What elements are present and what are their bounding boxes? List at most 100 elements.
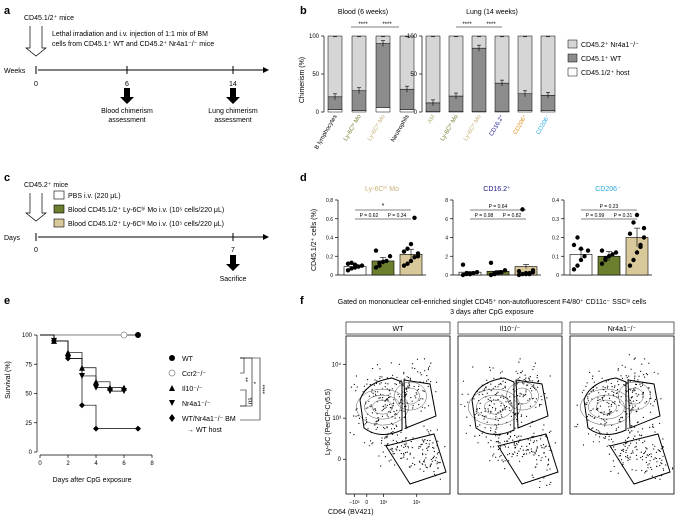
flow-event [495,435,497,437]
flow-event [406,458,408,460]
flow-event [504,408,506,410]
flow-event [630,368,632,370]
flow-event [646,374,649,376]
data-point [575,235,580,240]
x-tick-label: 10³ [380,500,388,506]
flow-event [644,358,646,360]
y-tick-label: 25 [25,421,32,427]
flow-event [426,380,428,382]
flow-event [660,462,662,464]
flow-event [549,375,551,377]
flow-event [648,453,651,456]
flow-event [636,421,639,424]
flow-event [494,409,497,411]
flow-event [592,390,594,392]
flow-event [646,401,648,403]
flow-event [527,439,529,441]
y-tick-label: 0.4 [552,198,559,204]
data-point [638,244,643,250]
legend-wt: WT [182,356,194,363]
flow-event [478,414,480,416]
flow-event [654,445,656,447]
flow-event [548,458,550,460]
flow-event [435,381,438,383]
flow-event [384,456,386,458]
flow-plot-frame [345,335,451,495]
flow-event [489,397,491,399]
flow-event [614,385,616,387]
flow-event [501,371,503,373]
survival-point [93,425,99,432]
y-tick-label: 10⁴ [332,361,342,368]
data-point [575,263,580,268]
flow-event [393,399,395,401]
panel-f: f Gated on mononuclear cell-enriched sin… [300,295,675,516]
flow-event [531,385,533,387]
flow-event [653,400,656,402]
flow-event [418,445,420,448]
flow-event [355,375,357,377]
flow-event [391,449,393,451]
flow-event [651,468,653,470]
data-point [464,270,469,276]
flow-event [434,473,436,475]
panel-a-t14: 14 [229,81,237,88]
flow-event [619,455,622,457]
flow-event [524,374,526,376]
flow-event [636,458,638,460]
x-tick-label: −10³ [349,500,359,506]
flow-event [497,391,499,393]
flow-event [381,440,383,442]
y-tick-label: 0.8 [326,198,333,204]
flow-event [610,405,612,407]
flow-event [550,481,552,483]
flow-event [635,445,637,448]
flow-event [400,457,402,459]
panel-f-ylabel: Ly-6C (PerCP-Cy5.5) [325,389,332,455]
flow-event [601,411,603,413]
flow-event [660,398,662,400]
flow-event [375,382,378,384]
bar-segment [494,35,510,84]
flow-event [525,379,527,381]
flow-event [638,439,640,441]
flow-event [392,450,394,453]
flow-event [611,424,613,426]
flow-event [543,452,545,454]
flow-event [500,383,502,385]
panel-d-title: CD16.2⁺ [483,186,511,193]
flow-event [626,456,628,458]
legend-bm-host: → WT host [187,427,222,434]
y-tick-label: 0.2 [326,254,333,260]
panel-d-title: CD206⁻ [595,186,621,193]
panel-a: a CD45.1/2⁺ mice Lethal irradiation and … [4,5,269,124]
flow-event [531,398,534,400]
flow-event [377,420,379,422]
gate-intermediate [515,379,549,429]
flow-event [502,409,504,411]
flow-event [592,441,595,443]
flow-event [405,445,407,447]
flow-event [489,460,491,462]
flow-event [540,459,542,461]
flow-event [617,368,619,370]
legend-swatch-nr4a1 [567,39,578,49]
flow-event [634,435,636,437]
y-tick-label: 0.6 [326,217,333,223]
flow-event [384,444,386,446]
flow-event [526,449,529,451]
flow-event [633,388,635,390]
panel-c-mice: CD45.2⁺ mice [24,182,68,189]
legend-swatch-wt [567,53,578,63]
contour-line [468,388,521,426]
flow-event [514,413,516,415]
flow-event [599,436,601,438]
data-point [613,250,619,255]
flow-event [540,395,542,397]
flow-event [519,395,521,397]
panel-f-xlabel: CD64 (BV421) [328,509,374,516]
flow-event [518,361,520,363]
flow-event [583,389,585,391]
p-value: * [382,203,385,210]
